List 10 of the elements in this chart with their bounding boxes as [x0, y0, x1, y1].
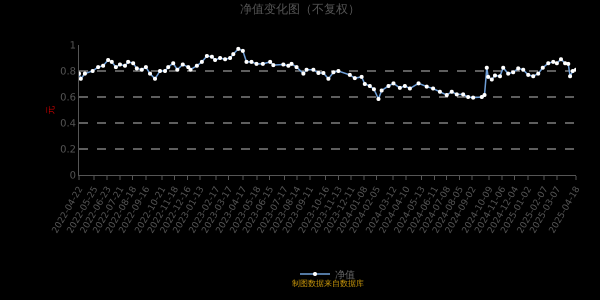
y-tick-label: 0 — [70, 170, 76, 182]
y-tick-label: 0.6 — [60, 92, 76, 104]
y-tick-label: 0.4 — [60, 118, 76, 130]
text: 制图数据来自数据库 — [292, 279, 364, 288]
y-tick-label: 1 — [70, 40, 76, 52]
legend-label: 净值 — [335, 268, 355, 281]
y-tick-label: 0.2 — [60, 144, 76, 156]
y-tick-label: 0.8 — [60, 66, 76, 78]
y-axis-title: 元 — [45, 106, 56, 114]
chart-title: 净值变化图（不复权） — [240, 2, 360, 16]
